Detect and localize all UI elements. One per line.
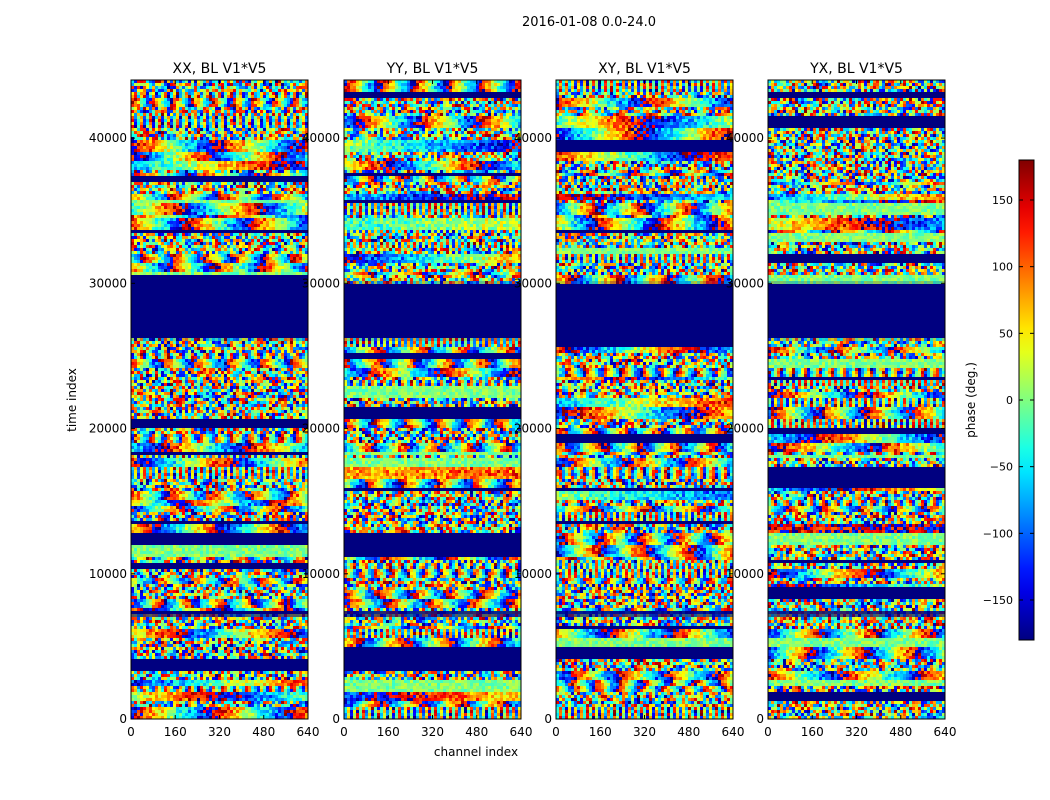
- colorbar-tick-label: 150: [992, 194, 1013, 207]
- y-tick-label: 0: [756, 712, 764, 726]
- x-tick-label: 0: [340, 725, 348, 739]
- y-tick-label: 40000: [726, 131, 764, 145]
- y-tick-label: 20000: [302, 422, 340, 436]
- y-tick-label: 20000: [726, 422, 764, 436]
- x-tick-label: 160: [164, 725, 187, 739]
- panel-title: XX, BL V1*V5: [173, 61, 267, 77]
- x-tick-label: 320: [845, 725, 868, 739]
- colorbar-tick-label: −100: [983, 527, 1013, 540]
- y-axis-label: time index: [65, 368, 79, 432]
- y-tick-label: 10000: [726, 567, 764, 581]
- x-tick-label: 320: [633, 725, 656, 739]
- colorbar-tick-label: 50: [999, 327, 1013, 340]
- y-tick-label: 0: [119, 712, 127, 726]
- x-tick-label: 480: [889, 725, 912, 739]
- colorbar-tick-label: −150: [983, 594, 1013, 607]
- x-tick-label: 320: [208, 725, 231, 739]
- y-tick-label: 10000: [302, 567, 340, 581]
- panel-title: XY, BL V1*V5: [598, 61, 691, 77]
- y-tick-label: 40000: [302, 131, 340, 145]
- phase-heatmap-image: [556, 80, 733, 719]
- y-tick-label: 0: [544, 712, 552, 726]
- x-tick-label: 640: [722, 725, 745, 739]
- x-tick-label: 480: [252, 725, 275, 739]
- panel-title: YY, BL V1*V5: [386, 61, 479, 77]
- phase-heatmap-image: [131, 80, 308, 719]
- phase-heatmap-image: [344, 80, 521, 719]
- x-tick-label: 640: [934, 725, 957, 739]
- y-tick-label: 10000: [89, 567, 127, 581]
- y-tick-label: 40000: [514, 131, 552, 145]
- x-tick-label: 0: [552, 725, 560, 739]
- y-tick-label: 40000: [89, 131, 127, 145]
- x-tick-label: 640: [297, 725, 320, 739]
- x-tick-label: 0: [127, 725, 135, 739]
- panel-title: YX, BL V1*V5: [809, 61, 903, 77]
- x-tick-label: 160: [589, 725, 612, 739]
- panel-2: YY, BL V1*V5 0 160 320 480 640 0 10000 20000 3000…: [302, 61, 533, 739]
- panels: XX, BL V1*V5 0 160 320 480 640 0 10000 20000 3000…: [89, 61, 957, 739]
- x-tick-label: 480: [465, 725, 488, 739]
- y-tick-label: 30000: [302, 276, 340, 290]
- y-tick-label: 20000: [514, 422, 552, 436]
- y-tick-label: 10000: [514, 567, 552, 581]
- colorbar-tick-label: −50: [990, 461, 1013, 474]
- y-tick-label: 30000: [726, 276, 764, 290]
- colorbar-tick-label: 0: [1006, 394, 1013, 407]
- panel-4: YX, BL V1*V5 0 160 320 480 640 0 10000 20000 3000…: [726, 61, 957, 739]
- phase-heatmap-image: [768, 80, 945, 719]
- x-tick-label: 0: [764, 725, 772, 739]
- colorbar-tick-label: 100: [992, 261, 1013, 274]
- colorbar: −150 −100 −50 0 50 100 150: [983, 159, 1035, 641]
- x-tick-label: 160: [801, 725, 824, 739]
- x-tick-label: 480: [677, 725, 700, 739]
- panel-1: XX, BL V1*V5 0 160 320 480 640 0 10000 20000 3000…: [89, 61, 320, 739]
- x-axis-label: channel index: [434, 745, 518, 759]
- figure-title: 2016-01-08 0.0-24.0: [522, 15, 656, 30]
- x-tick-label: 160: [377, 725, 400, 739]
- x-tick-label: 320: [421, 725, 444, 739]
- colorbar-label: phase (deg.): [964, 362, 978, 438]
- y-tick-label: 20000: [89, 422, 127, 436]
- y-tick-label: 30000: [514, 276, 552, 290]
- y-tick-label: 0: [332, 712, 340, 726]
- x-tick-label: 640: [510, 725, 533, 739]
- panel-3: XY, BL V1*V5 0 160 320 480 640 0 10000 20000 3000…: [514, 61, 745, 739]
- y-tick-label: 30000: [89, 276, 127, 290]
